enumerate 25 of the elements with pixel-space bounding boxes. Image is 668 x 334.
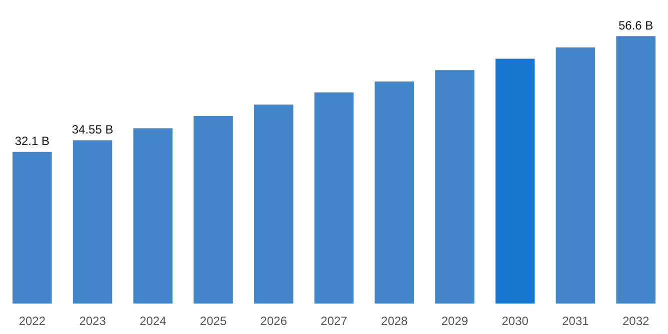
data-label: 32.1 B [14,134,50,148]
bar [254,104,294,304]
x-tick-label: 2026 [260,314,288,328]
data-label: 56.6 B [618,18,654,32]
bar [616,36,656,304]
bar [194,116,233,304]
bar [435,70,474,304]
bar [72,140,112,304]
x-tick-label: 2023 [79,314,106,328]
bar [133,128,173,304]
bar [374,81,414,304]
x-tick-label: 2024 [140,314,167,328]
bar [314,92,354,304]
x-tick-label: 2027 [320,314,348,328]
x-tick-label: 2031 [562,314,590,328]
x-tick-label: 2029 [441,314,468,328]
x-tick-label: 2030 [502,314,529,328]
x-tick-label: 2028 [381,314,408,328]
bar [556,47,596,304]
data-label: 34.55 B [72,122,114,137]
x-tick-label: 2025 [200,314,227,328]
x-tick-label: 2032 [622,314,650,328]
bar [495,58,535,304]
bar [12,152,52,304]
x-tick-label: 2022 [18,314,46,328]
